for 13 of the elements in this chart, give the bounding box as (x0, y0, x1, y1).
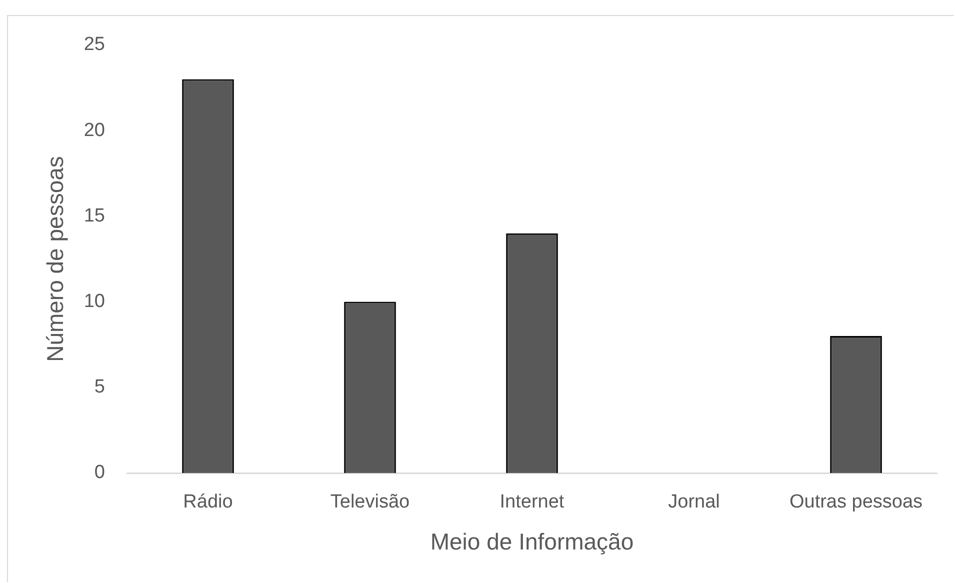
y-tick-label: 15 (84, 205, 105, 226)
y-tick-label: 0 (94, 462, 105, 484)
y-tick-label: 10 (84, 291, 105, 312)
x-tick-label: Outras pessoas (789, 492, 923, 513)
y-tick-label: 20 (84, 120, 105, 141)
x-tick-label: Televisão (330, 492, 410, 513)
y-axis-title: Número de pessoas (42, 156, 68, 362)
x-tick-label: Jornal (668, 492, 720, 513)
x-axis-title: Meio de Informação (430, 528, 634, 555)
x-tick-label: Rádio (183, 492, 233, 513)
x-tick-label: Internet (500, 492, 565, 513)
y-tick-label: 5 (94, 376, 105, 398)
y-tick-label: 25 (84, 34, 105, 56)
